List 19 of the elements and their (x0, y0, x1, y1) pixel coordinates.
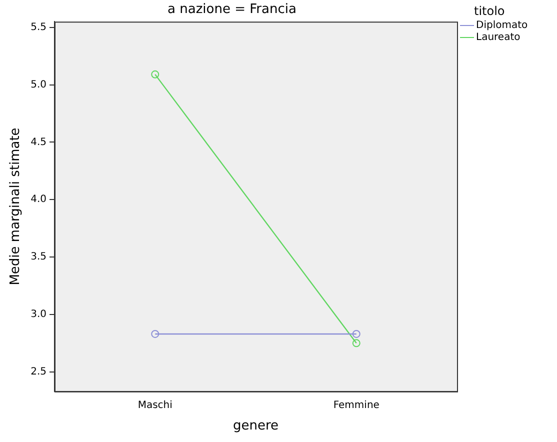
point (352, 339, 360, 348)
y-axis-title: Medie marginali stimate (8, 128, 24, 286)
y-tick-label: 4.5 (30, 136, 47, 148)
point (151, 330, 160, 338)
point (151, 70, 160, 78)
legend-label: Laureato (476, 32, 520, 42)
x-tick-label: Femmine (333, 400, 380, 411)
y-tick-label: 3.5 (30, 252, 47, 263)
y-tick-label: 4.0 (30, 194, 47, 206)
legend-title: titolo (474, 4, 506, 18)
x-axis-title: genere (232, 418, 279, 434)
y-tick-label: 5.0 (30, 79, 47, 90)
y-tick-label: 2.5 (30, 366, 47, 378)
y-tick-label: 3.0 (30, 309, 47, 320)
x-tick-label: Maschi (138, 400, 172, 411)
y-tick-label: 5.5 (30, 22, 47, 33)
point (352, 330, 360, 338)
chart-title: a nazione = Francia (168, 2, 296, 18)
legend-label: Diplomato (476, 20, 528, 30)
